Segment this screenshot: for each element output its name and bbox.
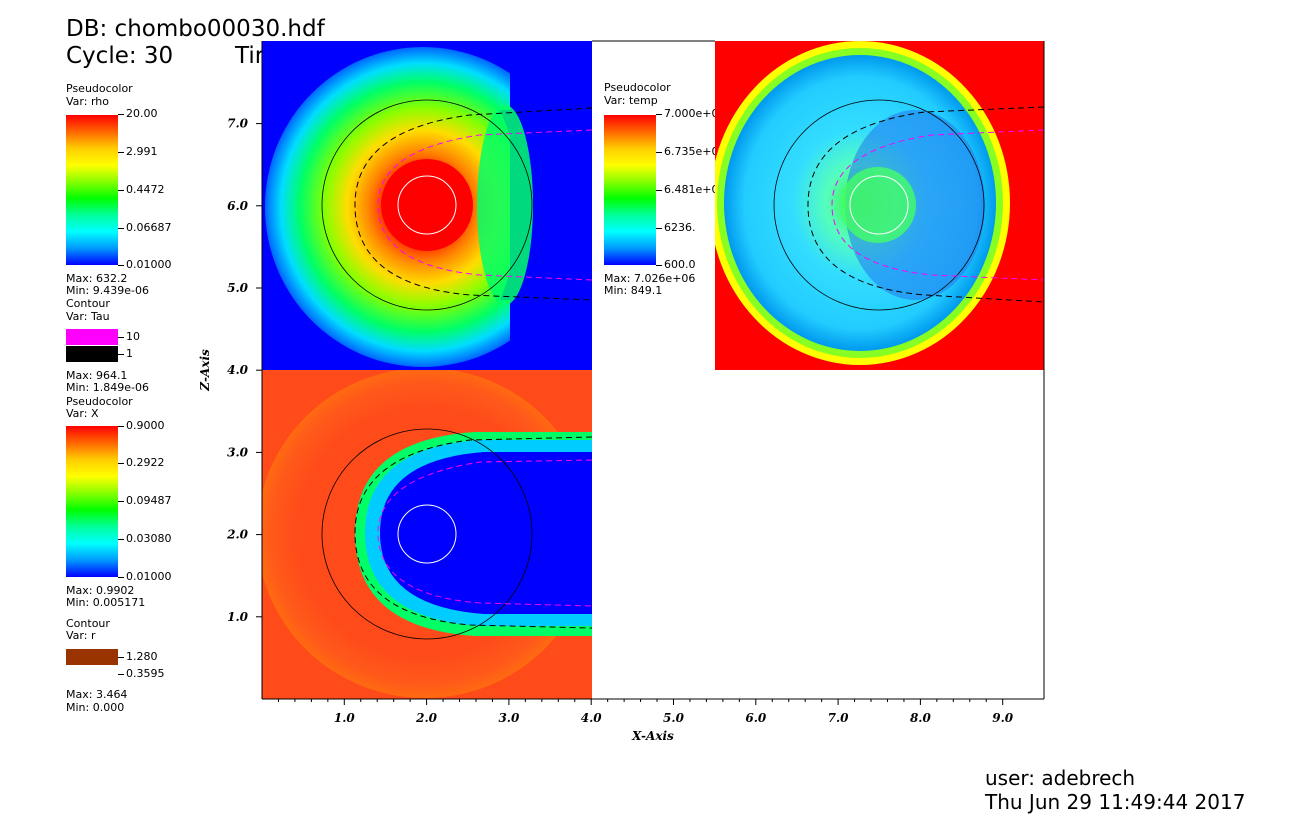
r-legend-plot: Contour xyxy=(66,617,110,630)
x-tick-label: 4.0 xyxy=(581,711,603,725)
x-axis-label: X-Axis xyxy=(631,729,674,743)
x-tick-0: 0.9000 xyxy=(118,420,165,432)
r-max: Max: 3.464 xyxy=(66,688,128,701)
x-tick-label: 1.0 xyxy=(334,711,356,725)
temp-panel xyxy=(715,41,1044,370)
rho-tick-2: 0.4472 xyxy=(118,184,165,196)
x-colorbar xyxy=(66,426,118,577)
x-tick-3: 0.03080 xyxy=(118,533,172,545)
r-level-1: 0.3595 xyxy=(118,668,165,680)
user-label: user: adebrech xyxy=(985,766,1136,790)
tau-legend-var: Var: Tau xyxy=(66,310,110,323)
temp-tick-2: 6.481e+04 xyxy=(656,184,725,196)
y-tick-label: 4.0 xyxy=(227,363,249,377)
tau-swatch-1 xyxy=(66,346,118,362)
y-tick-label: 3.0 xyxy=(227,445,249,459)
temp-min: Min: 849.1 xyxy=(604,284,663,297)
rho-tick-3: 0.06687 xyxy=(118,222,172,234)
x-ticks: 1.0 2.0 3.0 4.0 5.0 6.0 7.0 8.0 9.0 xyxy=(277,699,1014,725)
tau-level-1: 1 xyxy=(118,348,133,360)
tau-min: Min: 1.849e-06 xyxy=(66,381,149,394)
y-tick-label: 6.0 xyxy=(227,199,249,213)
temp-tick-4: 600.0 xyxy=(656,259,696,271)
r-swatch-1280 xyxy=(66,649,118,665)
rho-colorbar xyxy=(66,115,118,265)
cycle-label: Cycle: 30 xyxy=(66,43,174,69)
y-tick-label: 7.0 xyxy=(227,117,249,131)
x-tick-label: 2.0 xyxy=(415,711,438,725)
tau-legend-plot: Contour xyxy=(66,297,110,310)
r-min: Min: 0.000 xyxy=(66,701,125,714)
rho-panel xyxy=(262,41,592,370)
r-legend-var: Var: r xyxy=(66,629,96,642)
temp-tick-3: 6236. xyxy=(656,222,696,234)
rho-max: Max: 632.2 xyxy=(66,272,128,285)
x-tick-label: 6.0 xyxy=(745,711,767,725)
temp-legend-plot: Pseudocolor xyxy=(604,81,671,94)
temp-tick-1: 6.735e+05 xyxy=(656,146,725,158)
y-axis-label: Z-Axis xyxy=(198,349,212,392)
temp-legend-var: Var: temp xyxy=(604,94,658,107)
rho-min: Min: 9.439e-06 xyxy=(66,284,149,297)
y-tick-label: 2.0 xyxy=(226,528,249,542)
x-legend-plot: Pseudocolor xyxy=(66,395,133,408)
temp-colorbar xyxy=(604,115,656,265)
x-legend-var: Var: X xyxy=(66,407,99,420)
rho-tick-1: 2.991 xyxy=(118,146,158,158)
x-tick-label: 7.0 xyxy=(828,711,850,725)
rho-legend-plot: Pseudocolor xyxy=(66,82,133,95)
x-panel xyxy=(262,370,592,699)
x-min: Min: 0.005171 xyxy=(66,596,146,609)
rho-tick-0: 20.00 xyxy=(118,108,158,120)
x-tick-2: 0.09487 xyxy=(118,495,172,507)
x-max: Max: 0.9902 xyxy=(66,584,135,597)
timestamp: Thu Jun 29 11:49:44 2017 xyxy=(985,790,1246,814)
tau-level-10: 10 xyxy=(118,331,140,343)
x-tick-4: 0.01000 xyxy=(118,571,172,583)
x-tick-1: 0.2922 xyxy=(118,457,165,469)
db-title: DB: chombo00030.hdf xyxy=(66,16,325,42)
x-tick-label: 9.0 xyxy=(992,711,1014,725)
temp-tick-0: 7.000e+06 xyxy=(656,108,725,120)
rho-tick-4: 0.01000 xyxy=(118,259,172,271)
tau-swatch-10 xyxy=(66,329,118,345)
time-label: Time:0.3 xyxy=(235,43,336,69)
x-tick-label: 3.0 xyxy=(498,711,520,725)
r-level-0: 1.280 xyxy=(118,651,158,663)
x-tick-label: 5.0 xyxy=(663,711,685,725)
rho-legend-var: Var: rho xyxy=(66,95,109,108)
y-ticks: 1.0 2.0 3.0 4.0 5.0 6.0 7.0 xyxy=(226,117,262,624)
y-tick-label: 5.0 xyxy=(227,281,249,295)
temp-max: Max: 7.026e+06 xyxy=(604,272,696,285)
x-tick-label: 8.0 xyxy=(910,711,932,725)
y-tick-label: 1.0 xyxy=(227,610,249,624)
tau-max: Max: 964.1 xyxy=(66,369,128,382)
